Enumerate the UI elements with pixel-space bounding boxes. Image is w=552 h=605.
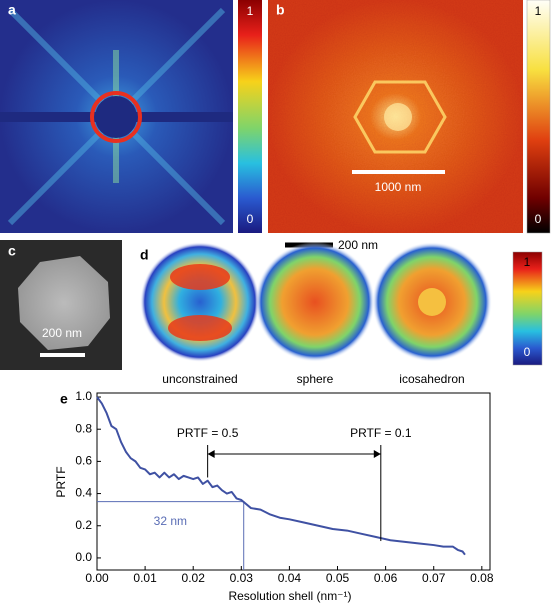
colorbar xyxy=(526,0,551,234)
x-tick-label: 0.02 xyxy=(182,571,206,585)
colorbar xyxy=(238,0,262,233)
outline xyxy=(353,80,447,154)
x-tick-label: 0.03 xyxy=(230,571,254,585)
y-axis-label: PRTF xyxy=(54,466,68,497)
ring xyxy=(90,91,142,143)
density xyxy=(168,315,232,341)
prtf-line xyxy=(96,396,466,556)
panel-d: d 200 nm unconstrained sphere icosahedro… xyxy=(140,238,543,386)
colorbar-max: 1 xyxy=(535,4,542,18)
colorbar-min: 0 xyxy=(524,345,531,359)
panel-a: a 1 0 xyxy=(0,0,262,233)
x-tick-label: 0.00 xyxy=(85,571,109,585)
panel-b: 1000 nm b 1 0 xyxy=(268,0,551,234)
y-tick-label: 0.4 xyxy=(75,486,92,500)
center xyxy=(384,103,412,131)
scale-label: 200 nm xyxy=(42,326,82,340)
panel-c: c 200 nm xyxy=(0,240,122,370)
y-tick-label: 1.0 xyxy=(75,389,92,403)
colorbar-min: 0 xyxy=(247,212,254,226)
reconstruction xyxy=(255,242,375,362)
colorbar-max: 1 xyxy=(524,255,531,269)
reconstruction-label: unconstrained xyxy=(162,372,237,386)
density xyxy=(170,264,230,290)
x-tick-label: 0.04 xyxy=(278,571,302,585)
panel-label: a xyxy=(8,2,16,18)
panel-label: e xyxy=(60,391,68,407)
colorbar-max: 1 xyxy=(247,4,254,18)
center xyxy=(95,96,137,138)
y-tick-label: 0.0 xyxy=(75,550,92,564)
particle xyxy=(18,256,110,350)
x-tick-label: 0.01 xyxy=(133,571,157,585)
scale-label: 200 nm xyxy=(338,238,378,252)
x-tick-label: 0.08 xyxy=(470,571,494,585)
y-tick-label: 0.2 xyxy=(75,518,92,532)
x-tick-label: 0.07 xyxy=(422,571,446,585)
panel-label: b xyxy=(276,2,285,18)
density xyxy=(418,288,446,316)
reconstruction-label: icosahedron xyxy=(399,372,464,386)
x-tick-label: 0.05 xyxy=(326,571,350,585)
x-axis-label: Resolution shell (nm⁻¹) xyxy=(228,589,351,603)
colorbar-min: 0 xyxy=(535,212,542,226)
colorbar xyxy=(512,251,543,366)
reconstruction xyxy=(140,242,260,362)
annotation-label: PRTF = 0.1 xyxy=(350,426,412,440)
panel-label: c xyxy=(8,243,16,259)
y-tick-label: 0.8 xyxy=(75,421,92,435)
plot-frame xyxy=(96,392,491,571)
panel-label: d xyxy=(140,247,149,263)
x-tick-label: 0.06 xyxy=(374,571,398,585)
reconstruction-label: sphere xyxy=(297,372,334,386)
scale-label: 1000 nm xyxy=(375,180,422,194)
cutoff-line xyxy=(97,501,245,570)
cutoff-label: 32 nm xyxy=(154,514,187,528)
annotation-label: PRTF = 0.5 xyxy=(177,426,239,440)
y-tick-label: 0.6 xyxy=(75,454,92,468)
